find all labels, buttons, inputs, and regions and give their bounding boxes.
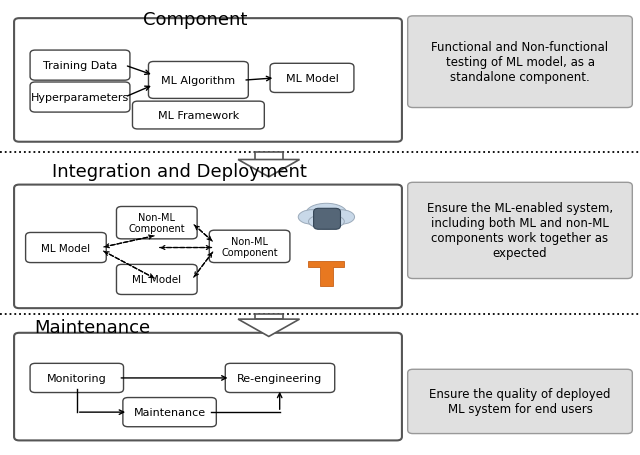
FancyBboxPatch shape <box>132 102 264 130</box>
Text: ML Model: ML Model <box>132 275 181 285</box>
Text: ML Model: ML Model <box>285 74 339 84</box>
Text: ML Algorithm: ML Algorithm <box>161 76 236 86</box>
FancyBboxPatch shape <box>14 333 402 440</box>
Text: Integration and Deployment: Integration and Deployment <box>52 163 307 181</box>
FancyBboxPatch shape <box>26 233 106 263</box>
Text: Maintenance: Maintenance <box>134 407 205 417</box>
Text: Ensure the ML-enabled system,
including both ML and non-ML
components work toget: Ensure the ML-enabled system, including … <box>427 202 613 260</box>
Text: Non-ML
Component: Non-ML Component <box>221 236 278 258</box>
FancyBboxPatch shape <box>270 64 354 93</box>
FancyBboxPatch shape <box>116 207 197 239</box>
FancyBboxPatch shape <box>30 83 130 113</box>
Text: Functional and Non-functional
testing of ML model, as a
standalone component.: Functional and Non-functional testing of… <box>431 41 609 84</box>
Text: Monitoring: Monitoring <box>47 373 107 383</box>
Text: Non-ML
Component: Non-ML Component <box>129 212 185 234</box>
FancyBboxPatch shape <box>408 183 632 279</box>
FancyBboxPatch shape <box>209 231 290 263</box>
Text: Re-engineering: Re-engineering <box>237 373 323 383</box>
FancyBboxPatch shape <box>14 185 402 308</box>
FancyBboxPatch shape <box>14 19 402 142</box>
Text: Hyperparameters: Hyperparameters <box>31 93 129 103</box>
FancyBboxPatch shape <box>225 364 335 393</box>
FancyBboxPatch shape <box>255 314 283 319</box>
Polygon shape <box>308 261 344 287</box>
FancyBboxPatch shape <box>148 62 248 99</box>
FancyBboxPatch shape <box>408 369 632 434</box>
FancyBboxPatch shape <box>314 209 340 230</box>
FancyBboxPatch shape <box>255 152 283 160</box>
Text: ML Model: ML Model <box>42 243 90 253</box>
FancyBboxPatch shape <box>123 398 216 427</box>
Ellipse shape <box>298 210 326 225</box>
Ellipse shape <box>326 210 355 225</box>
FancyBboxPatch shape <box>116 265 197 295</box>
FancyBboxPatch shape <box>408 17 632 108</box>
Text: Training Data: Training Data <box>43 61 117 71</box>
Polygon shape <box>238 319 300 337</box>
FancyBboxPatch shape <box>30 51 130 81</box>
Ellipse shape <box>308 215 344 229</box>
Text: Ensure the quality of deployed
ML system for end users: Ensure the quality of deployed ML system… <box>429 388 611 415</box>
Text: Maintenance: Maintenance <box>35 318 151 336</box>
Polygon shape <box>238 160 300 177</box>
Text: Component: Component <box>143 11 248 29</box>
FancyBboxPatch shape <box>30 364 124 393</box>
Text: ML Framework: ML Framework <box>158 111 239 121</box>
Ellipse shape <box>306 204 347 224</box>
